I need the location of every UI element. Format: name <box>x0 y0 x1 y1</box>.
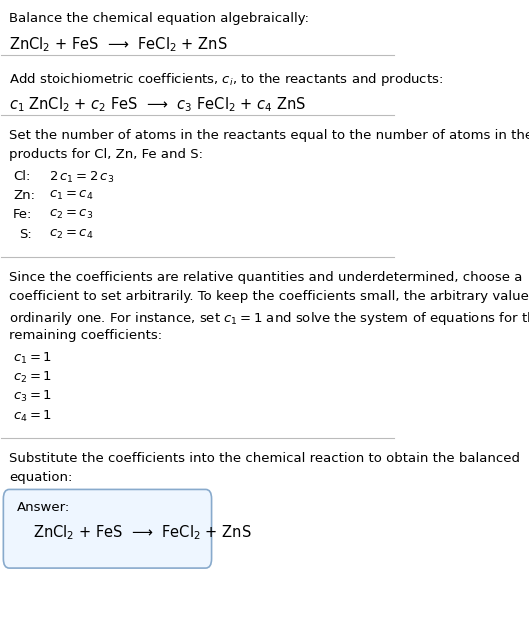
Text: Balance the chemical equation algebraically:: Balance the chemical equation algebraica… <box>9 12 309 25</box>
Text: $c_1 = c_4$: $c_1 = c_4$ <box>49 189 93 202</box>
Text: coefficient to set arbitrarily. To keep the coefficients small, the arbitrary va: coefficient to set arbitrarily. To keep … <box>9 290 529 303</box>
Text: ordinarily one. For instance, set $c_1 = 1$ and solve the system of equations fo: ordinarily one. For instance, set $c_1 =… <box>9 310 529 327</box>
Text: $c_4 = 1$: $c_4 = 1$ <box>13 409 52 424</box>
Text: Zn:: Zn: <box>13 189 35 202</box>
Text: $c_2 = c_3$: $c_2 = c_3$ <box>49 208 93 221</box>
Text: Since the coefficients are relative quantities and underdetermined, choose a: Since the coefficients are relative quan… <box>9 271 523 284</box>
Text: Substitute the coefficients into the chemical reaction to obtain the balanced: Substitute the coefficients into the che… <box>9 452 520 465</box>
Text: S:: S: <box>19 228 32 241</box>
Text: Fe:: Fe: <box>13 208 33 221</box>
Text: ZnCl$_2$ + FeS  ⟶  FeCl$_2$ + ZnS: ZnCl$_2$ + FeS ⟶ FeCl$_2$ + ZnS <box>33 524 251 542</box>
FancyBboxPatch shape <box>3 490 212 568</box>
Text: Set the number of atoms in the reactants equal to the number of atoms in the: Set the number of atoms in the reactants… <box>9 129 529 142</box>
Text: $c_3 = 1$: $c_3 = 1$ <box>13 389 52 404</box>
Text: $c_1 = 1$: $c_1 = 1$ <box>13 350 52 366</box>
Text: Add stoichiometric coefficients, $c_i$, to the reactants and products:: Add stoichiometric coefficients, $c_i$, … <box>9 71 443 88</box>
Text: $c_1$ ZnCl$_2$ + $c_2$ FeS  ⟶  $c_3$ FeCl$_2$ + $c_4$ ZnS: $c_1$ ZnCl$_2$ + $c_2$ FeS ⟶ $c_3$ FeCl$… <box>9 95 306 113</box>
Text: Answer:: Answer: <box>17 501 70 514</box>
Text: $c_2 = 1$: $c_2 = 1$ <box>13 370 52 385</box>
Text: products for Cl, Zn, Fe and S:: products for Cl, Zn, Fe and S: <box>9 148 203 161</box>
Text: $c_2 = c_4$: $c_2 = c_4$ <box>49 228 93 241</box>
Text: remaining coefficients:: remaining coefficients: <box>9 329 162 342</box>
Text: equation:: equation: <box>9 472 72 485</box>
Text: Cl:: Cl: <box>13 170 31 182</box>
Text: $2\,c_1 = 2\,c_3$: $2\,c_1 = 2\,c_3$ <box>49 170 114 185</box>
Text: ZnCl$_2$ + FeS  ⟶  FeCl$_2$ + ZnS: ZnCl$_2$ + FeS ⟶ FeCl$_2$ + ZnS <box>9 35 228 54</box>
